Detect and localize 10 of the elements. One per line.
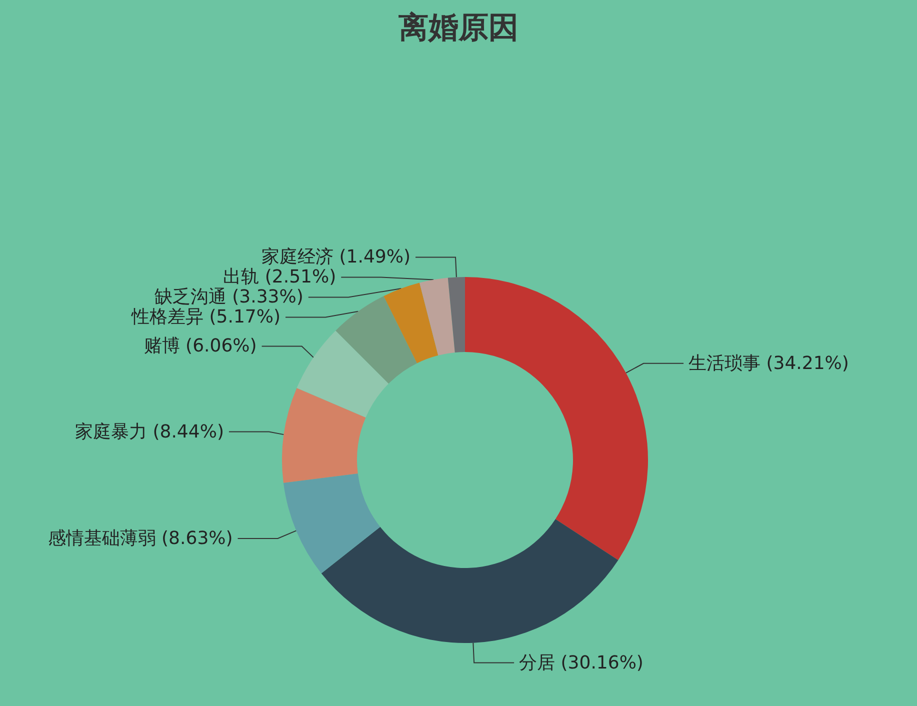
slice-label: 生活琐事 (34.21%) [688, 352, 849, 374]
slice-label: 家庭暴力 (8.44%) [75, 421, 224, 442]
slice-label: 出轨 (2.51%) [223, 266, 336, 288]
slice-label: 感情基础薄弱 (8.63%) [48, 528, 233, 549]
slice-label: 分居 (30.16%) [519, 652, 644, 674]
slice-label: 家庭经济 (1.49%) [262, 246, 410, 268]
slice-label: 性格差异 (5.17%) [130, 306, 280, 328]
slice-label: 赌博 (6.06%) [144, 336, 257, 357]
chart-title: 离婚原因 [398, 10, 518, 46]
slice-label: 缺乏沟通 (3.33%) [154, 286, 304, 308]
